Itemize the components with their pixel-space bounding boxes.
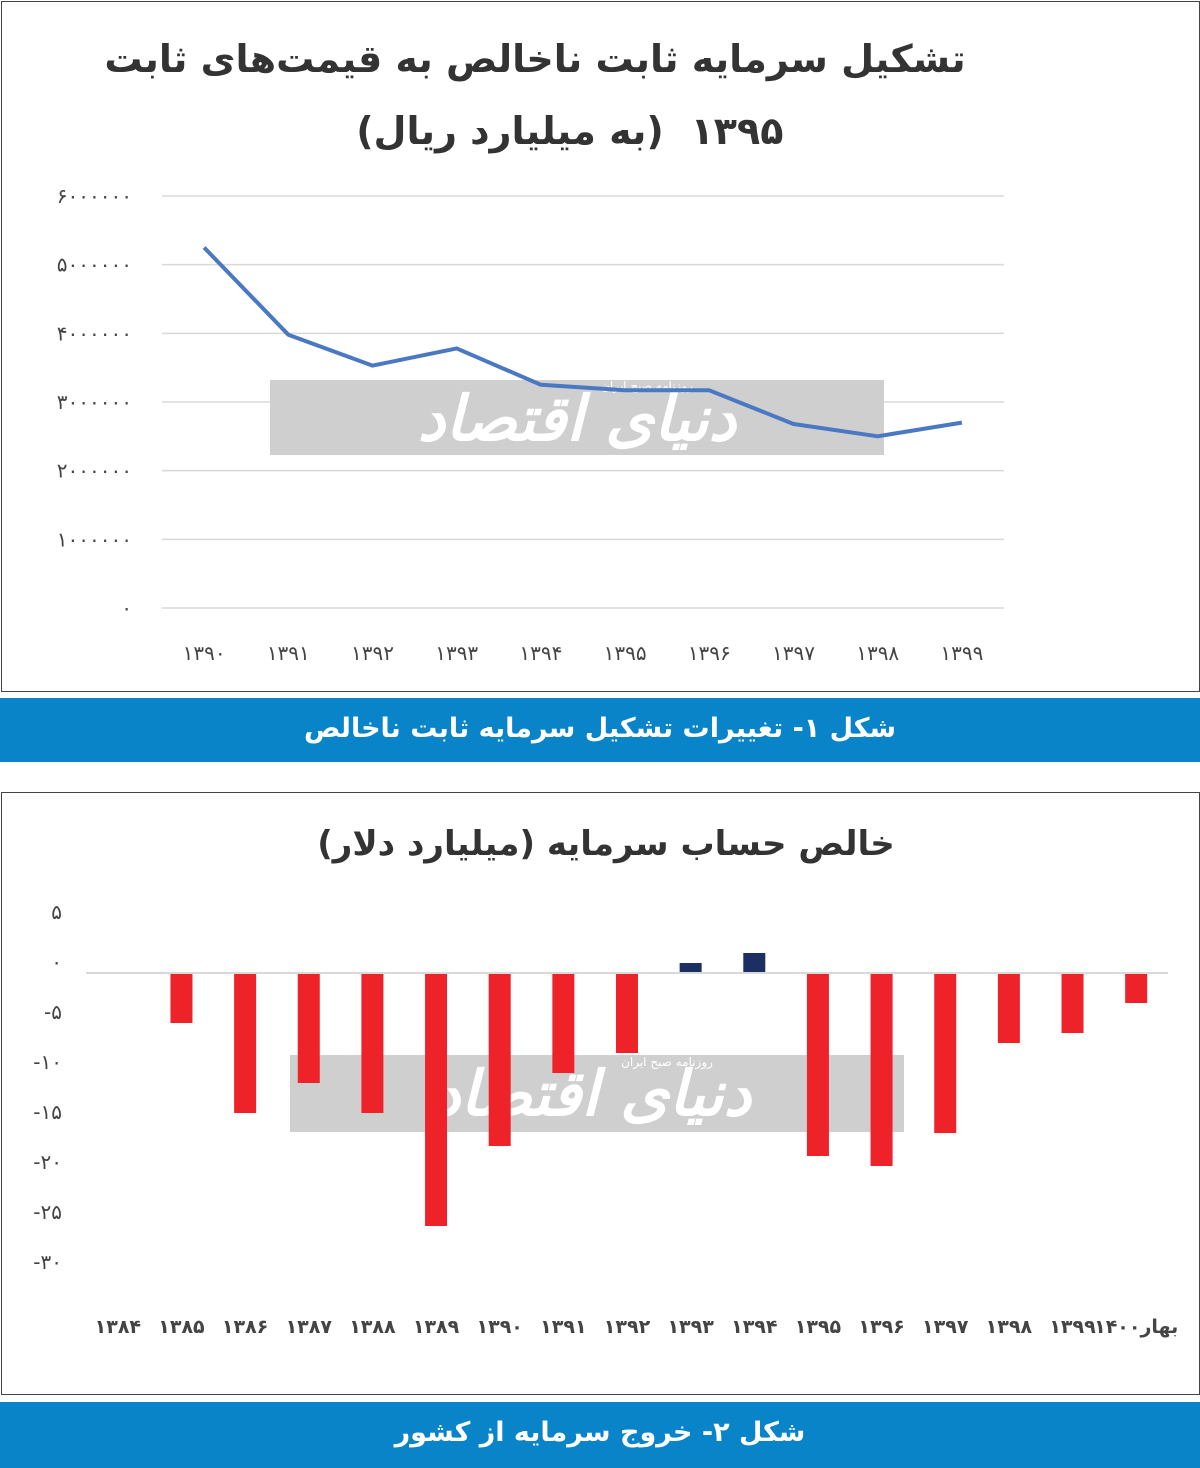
chart2-y-tick-label: -۵ [44, 1000, 62, 1024]
chart1-y-tick-label: ۴۰۰۰۰۰۰ [57, 321, 132, 345]
chart2-x-tick-label: ۱۳۹۷ [922, 1316, 969, 1338]
chart1-y-tick-label: ۶۰۰۰۰۰۰ [57, 184, 132, 208]
chart1-subtitle-year: ۱۳۹۵ [691, 109, 784, 153]
figure1-caption: شکل ۱- تغییرات تشکیل سرمایه ثابت ناخالص [0, 698, 1200, 762]
chart2-x-tick-label: ۱۳۸۶ [222, 1316, 268, 1338]
chart2-bar [743, 953, 766, 973]
chart2-y-tick-label: -۳۰ [33, 1250, 62, 1274]
watermark-brand: دنیای اقتصاد [433, 1057, 753, 1130]
chart2-y-tick-label: -۲۰ [33, 1150, 62, 1174]
chart2-bar [425, 973, 448, 1226]
line-chart-panel: تشکیل سرمایه ثابت ناخالص به قیمت‌های ثاب… [1, 1, 1200, 692]
chart2-x-tick-label: ۱۳۹۹ [1049, 1316, 1096, 1338]
chart2-bar [552, 973, 575, 1073]
chart2-x-tick-label: ۱۳۸۵ [158, 1316, 205, 1338]
chart2-x-tick-label: ۱۳۹۱ [540, 1316, 586, 1338]
chart2-x-tick-label: ۱۳۹۲ [604, 1316, 651, 1338]
chart2-x-tick-label: ۱۳۸۴ [95, 1316, 141, 1338]
chart2-bar [297, 973, 320, 1083]
figure2-caption: شکل ۲- خروج سرمایه از کشور [0, 1402, 1200, 1468]
chart1-x-tick-label: ۱۳۹۳ [435, 641, 478, 665]
chart2-y-tick-label: -۱۵ [33, 1100, 62, 1124]
chart1-x-tick-label: ۱۳۹۱ [267, 641, 310, 665]
chart2-bar [234, 973, 257, 1113]
chart1-x-tick-label: ۱۳۹۲ [351, 641, 394, 665]
chart1-series-line [202, 246, 963, 439]
chart2-y-tick-label: ۵ [51, 900, 62, 924]
chart1-y-tick-label: ۲۰۰۰۰۰۰ [57, 459, 132, 483]
chart2-x-tick-label: ۱۳۸۸ [349, 1316, 396, 1338]
chart2-x-tick-label: ۱۳۹۴ [731, 1316, 777, 1338]
chart2-x-tick-label: ۱۳۸۹ [413, 1316, 460, 1338]
chart2-y-tick-label: -۲۵ [33, 1200, 62, 1224]
chart1-y-tick-label: ۳۰۰۰۰۰۰ [57, 390, 132, 414]
chart2-bar [934, 973, 957, 1133]
line-chart: تشکیل سرمایه ثابت ناخالص به قیمت‌های ثاب… [57, 37, 1004, 665]
chart2-x-tick-label: ۱۳۸۷ [286, 1316, 333, 1338]
chart2-y-tick-label: -۱۰ [33, 1050, 62, 1074]
chart2-bar [1061, 973, 1084, 1033]
chart2-bar [806, 973, 829, 1156]
chart2-y-axis: ۵ ۰ -۵ -۱۰ -۱۵ -۲۰ -۲۵ -۳۰ [33, 900, 62, 1274]
chart2-bar [361, 973, 384, 1113]
chart1-x-tick-label: ۱۳۹۹ [940, 641, 983, 665]
chart2-bar [1125, 973, 1148, 1003]
chart2-bar [997, 973, 1020, 1043]
chart1-y-tick-label: ۵۰۰۰۰۰۰ [57, 253, 132, 277]
chart1-x-tick-label: ۱۳۹۸ [856, 641, 899, 665]
chart2-bar [488, 973, 511, 1146]
chart1-x-tick-label: ۱۳۹۷ [772, 641, 815, 665]
chart1-x-tick-label: ۱۳۹۴ [519, 641, 562, 665]
chart2-bar [870, 973, 893, 1166]
chart2-x-tick-label: ۱۳۹۵ [795, 1316, 842, 1338]
chart1-title: تشکیل سرمایه ثابت ناخالص به قیمت‌های ثاب… [104, 37, 965, 81]
chart2-bar [616, 973, 638, 1053]
chart2-x-tick-label: ۱۳۹۶ [858, 1316, 904, 1338]
chart2-title: خالص حساب سرمایه (میلیارد دلار) [317, 824, 895, 864]
bar-chart-panel: خالص حساب سرمایه (میلیارد دلار) ۵ ۰ -۵ -۱۰ -… [1, 792, 1200, 1395]
chart2-y-tick-label: ۰ [51, 950, 62, 974]
watermark-brand: دنیای اقتصاد [418, 382, 738, 455]
watermark: دنیای اقتصاد روزنامه صبح ایران [290, 1055, 904, 1132]
chart1-x-tick-label: ۱۳۹۰ [183, 641, 226, 665]
chart1-x-tick-label: ۱۳۹۶ [688, 641, 731, 665]
chart1-y-tick-label: ۱۰۰۰۰۰۰ [57, 527, 132, 551]
chart2-x-axis: ۱۳۸۴ ۱۳۸۵ ۱۳۸۶ ۱۳۸۷ ۱۳۸۸ ۱۳۸۹ ۱۳۹۰ ۱۳۹۱ ۱۳۹۲ ۱۳۹۳… [95, 1316, 1179, 1338]
chart2-x-tick-label: ۱۳۹۰ [477, 1316, 523, 1338]
bar-chart: خالص حساب سرمایه (میلیارد دلار) ۵ ۰ -۵ -۱۰ -… [33, 824, 1179, 1338]
chart1-x-tick-label: ۱۳۹۵ [604, 641, 647, 665]
chart2-bar [170, 973, 193, 1023]
chart2-x-tick-label: ۱۳۹۸ [986, 1316, 1033, 1338]
chart1-y-axis: ۰ ۱۰۰۰۰۰۰ ۲۰۰۰۰۰۰ ۳۰۰۰۰۰۰ ۴۰۰۰۰۰۰ ۵۰۰۰۰۰۰ ۶۰۰۰… [57, 184, 132, 620]
chart2-x-tick-label: بهار۱۴۰۰ [1094, 1316, 1178, 1338]
chart2-x-tick-label: ۱۳۹۳ [667, 1316, 714, 1338]
chart1-x-axis: ۱۳۹۰ ۱۳۹۱ ۱۳۹۲ ۱۳۹۳ ۱۳۹۴ ۱۳۹۵ ۱۳۹۶ ۱۳۹۷ ۱۳۹۸ ۱۳۹۹ [183, 641, 984, 665]
chart1-subtitle-unit: (به میلیارد ریال) [356, 109, 664, 153]
watermark-tagline: روزنامه صبح ایران [621, 1055, 713, 1070]
chart1-y-tick-label: ۰ [121, 596, 132, 620]
chart2-bar [679, 963, 702, 973]
chart2-bars [170, 953, 1148, 1226]
watermark: دنیای اقتصاد روزنامه صبح ایران [270, 379, 884, 455]
